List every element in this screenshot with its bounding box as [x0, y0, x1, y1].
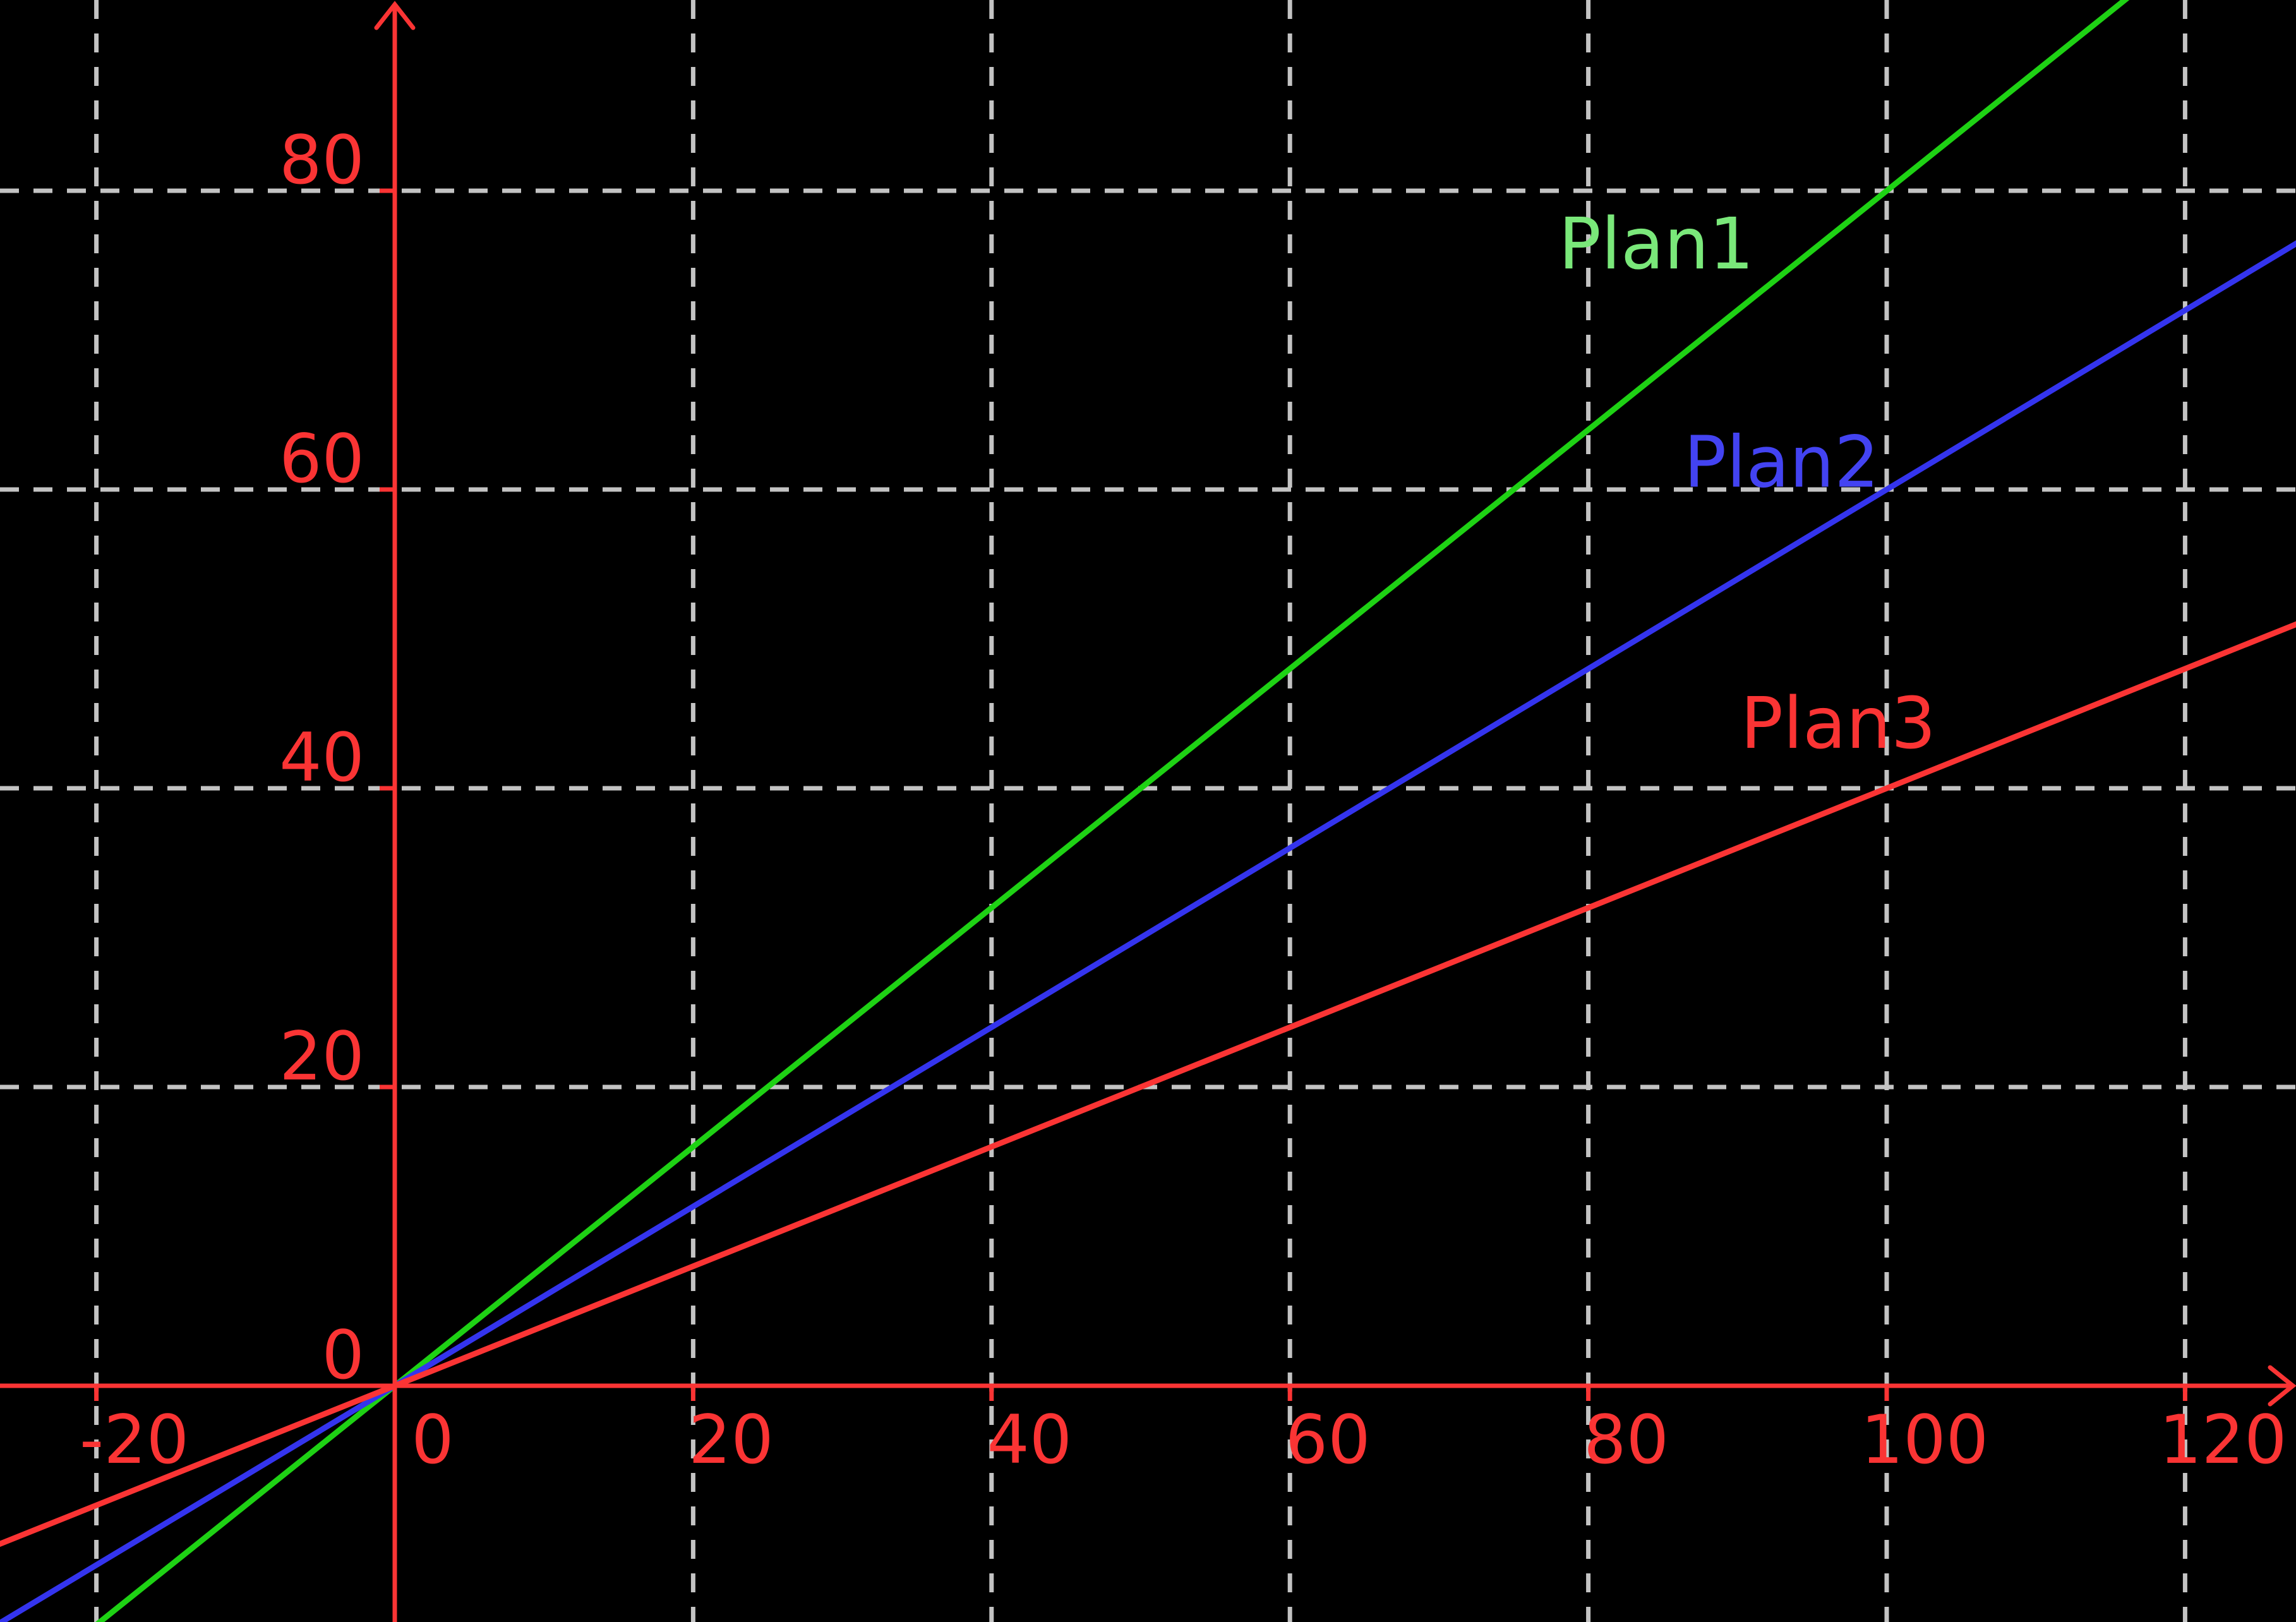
y-tick-label-60: 60	[279, 420, 364, 498]
plan3-line	[0, 621, 2296, 1547]
plan1-label: Plan1	[1558, 203, 1754, 285]
tick-marks-group	[94, 188, 2187, 1401]
x-tick-label-60: 60	[1285, 1401, 1371, 1479]
x-tick-label-80: 80	[1584, 1401, 1669, 1479]
y-tick-label-80: 80	[279, 121, 364, 199]
x-axis-arrow-icon	[2268, 1365, 2296, 1407]
plan2-label: Plan2	[1684, 421, 1880, 503]
x-tick-label-20: 20	[688, 1401, 774, 1479]
y-tick-label-20: 20	[279, 1018, 364, 1095]
y-axis-arrow-icon	[374, 1, 416, 30]
x-tick-label-0: 0	[411, 1401, 454, 1479]
plan3-label: Plan3	[1741, 683, 1937, 765]
x-tick-label-100: 100	[1861, 1401, 1988, 1479]
y-tick-label-0: 0	[322, 1316, 364, 1394]
x-tick-label--20: -20	[80, 1401, 189, 1479]
curve-labels-group: Plan1 Plan2 Plan3	[1558, 203, 1936, 765]
y-tick-label-40: 40	[279, 719, 364, 796]
x-tick-label-40: 40	[987, 1401, 1072, 1479]
plan2-line	[0, 240, 2296, 1622]
tick-labels-group: -20 0 20 40 60 80 100 120 0 20 40 60 80	[80, 121, 2287, 1479]
x-tick-label-120: 120	[2159, 1401, 2287, 1479]
